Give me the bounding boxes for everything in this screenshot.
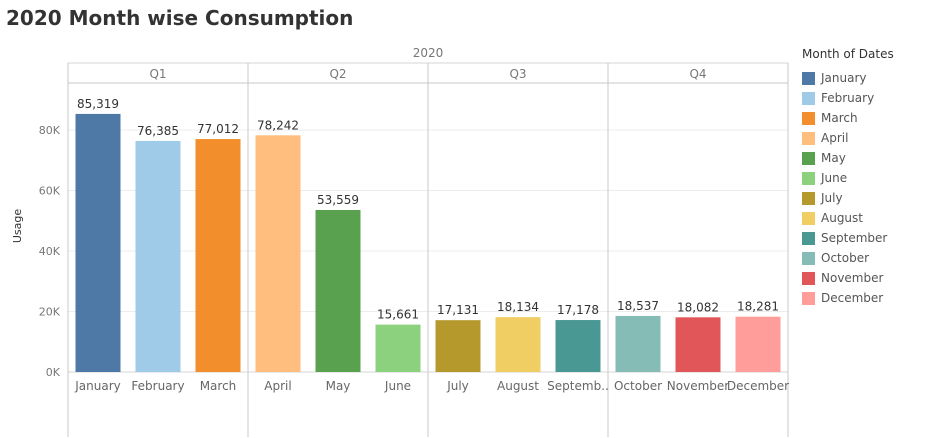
legend-item: July (802, 188, 937, 208)
quarter-label: Q4 (689, 67, 706, 81)
y-tick-label: 0K (46, 366, 61, 379)
bar-value-label: 15,661 (377, 308, 419, 322)
legend-title: Month of Dates (802, 47, 894, 61)
legend-item: February (802, 88, 937, 108)
bar (615, 315, 661, 372)
legend-swatch (802, 131, 815, 145)
x-tick-label: January (74, 379, 121, 393)
legend-swatch (802, 211, 815, 225)
quarter-label: Q2 (329, 67, 346, 81)
x-tick-label: Septemb.. (547, 379, 609, 393)
legend-label: November (821, 271, 884, 285)
bar (195, 139, 241, 372)
legend-items: January February March April May June July Augu… (802, 68, 937, 308)
legend-label: September (821, 231, 888, 245)
legend-label: June (821, 171, 848, 185)
legend-item: March (802, 108, 937, 128)
legend-label: January (821, 71, 867, 85)
legend-item: January (802, 68, 937, 88)
x-tick-label: May (326, 379, 351, 393)
bar (255, 135, 301, 372)
y-tick-label: 60K (39, 185, 61, 198)
legend-item: December (802, 288, 937, 308)
bar (555, 320, 601, 372)
legend-swatch (802, 91, 815, 105)
x-tick-label: June (384, 379, 411, 393)
legend-item: November (802, 268, 937, 288)
x-tick-label: February (131, 379, 184, 393)
legend-item: August (802, 208, 937, 228)
bar (495, 317, 541, 372)
bar (735, 316, 781, 372)
quarter-label: Q3 (509, 67, 526, 81)
x-tick-label: December (727, 379, 789, 393)
y-axis-title: Usage (11, 209, 24, 244)
legend-label: February (821, 91, 875, 105)
x-tick-label: March (200, 379, 237, 393)
legend-label: July (821, 191, 843, 205)
quarter-label: Q1 (149, 67, 166, 81)
legend-item: April (802, 128, 937, 148)
bar-chart: 2020 Q1 Q2 Q3 Q4 0K 20K 40K 60K 80K Usage 85,319 Jan… (11, 46, 789, 437)
legend-item: May (802, 148, 937, 168)
bar-value-label: 18,134 (497, 300, 539, 314)
chart-title: 2020 Month wise Consumption (6, 6, 354, 30)
x-tick-label: April (264, 379, 291, 393)
legend-swatch (802, 111, 815, 125)
bar-value-label: 85,319 (77, 97, 119, 111)
bar (315, 209, 361, 372)
x-tick-label: October (614, 379, 662, 393)
legend-swatch (802, 151, 815, 165)
bar-value-label: 18,537 (617, 299, 659, 313)
legend-item: October (802, 248, 937, 268)
bar-value-label: 77,012 (197, 122, 239, 136)
y-tick-label: 80K (39, 124, 61, 137)
bar-value-label: 76,385 (137, 124, 179, 138)
x-tick-label: November (667, 379, 729, 393)
legend-swatch (802, 251, 815, 265)
x-tick-label: August (497, 379, 539, 393)
y-tick-label: 20K (39, 306, 61, 319)
y-tick-label: 40K (39, 245, 61, 258)
bar-value-label: 78,242 (257, 118, 299, 132)
bar-value-label: 53,559 (317, 193, 359, 207)
legend-swatch (802, 231, 815, 245)
legend-label: August (821, 211, 863, 225)
legend-swatch (802, 71, 815, 85)
legend: Month of Dates January February March April… (802, 47, 937, 308)
bar (375, 324, 421, 372)
bar-value-label: 18,082 (677, 300, 719, 314)
legend-swatch (802, 291, 815, 305)
bar (675, 317, 721, 372)
bar (135, 140, 181, 372)
legend-label: March (821, 111, 858, 125)
bar-value-label: 17,178 (557, 303, 599, 317)
legend-item: September (802, 228, 937, 248)
legend-swatch (802, 171, 815, 185)
legend-swatch (802, 271, 815, 285)
bar (75, 113, 121, 372)
year-label: 2020 (413, 46, 444, 60)
legend-label: May (821, 151, 846, 165)
legend-swatch (802, 191, 815, 205)
legend-item: June (802, 168, 937, 188)
bar (435, 320, 481, 372)
legend-label: October (821, 251, 870, 265)
bar-value-label: 17,131 (437, 303, 479, 317)
x-tick-label: July (446, 379, 469, 393)
legend-label: December (821, 291, 884, 305)
legend-label: April (821, 131, 849, 145)
bar-value-label: 18,281 (737, 300, 779, 314)
